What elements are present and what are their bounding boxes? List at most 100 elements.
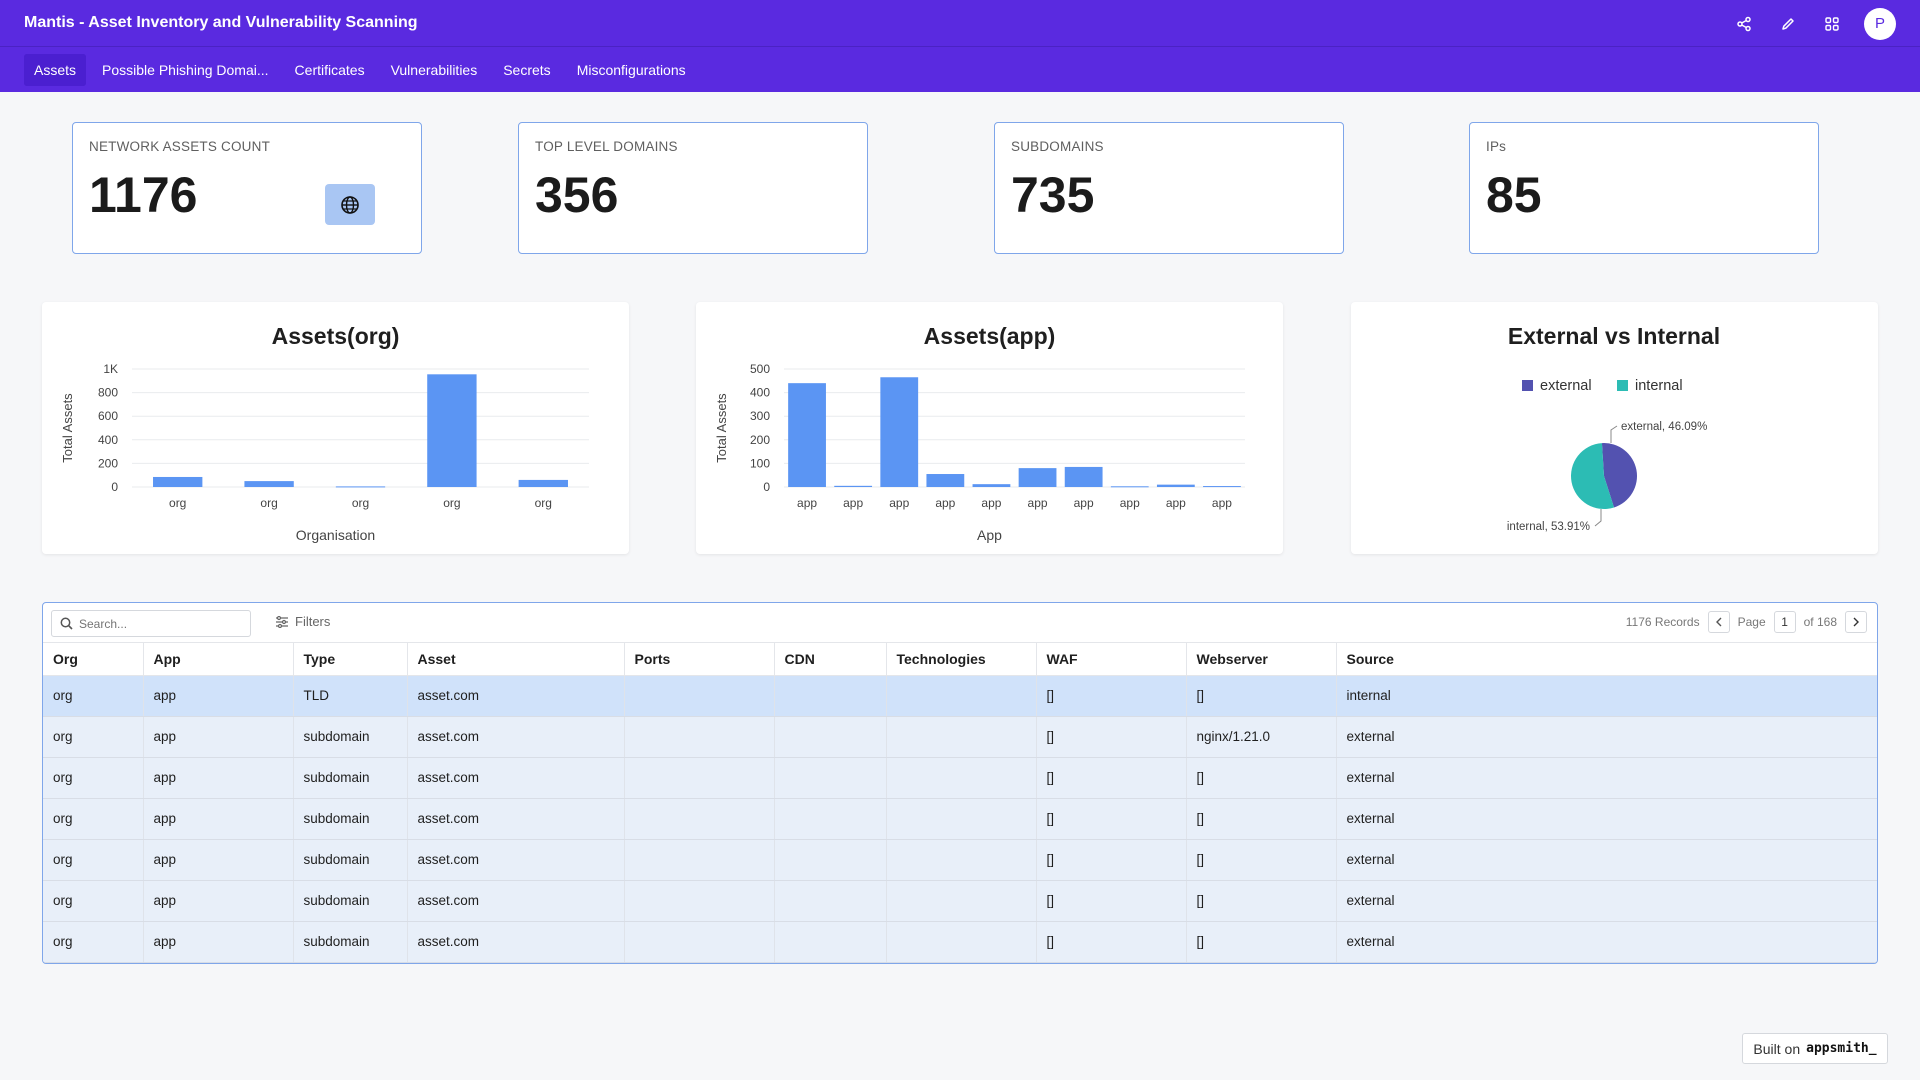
page-number-input[interactable]: 1 xyxy=(1773,611,1796,633)
x-tick-label: app xyxy=(1120,496,1140,510)
legend-label: internal xyxy=(1635,378,1683,394)
x-tick-label: app xyxy=(1074,496,1094,510)
next-page-button[interactable] xyxy=(1845,611,1867,633)
table-row[interactable]: org app subdomain asset.com[][] external xyxy=(43,757,1877,799)
column-header[interactable]: Ports xyxy=(624,643,775,676)
table-cell: org xyxy=(43,675,144,717)
column-header[interactable]: Source xyxy=(1336,643,1877,676)
table-body: org app TLD asset.com[][] internal org app subd… xyxy=(43,675,1877,963)
column-header[interactable]: Asset xyxy=(407,643,625,676)
table-cell xyxy=(886,880,1037,922)
prev-page-button[interactable] xyxy=(1707,611,1730,633)
table-cell: [] xyxy=(1036,716,1187,758)
table-cell: app xyxy=(143,675,294,717)
table-cell: [] xyxy=(1036,839,1187,881)
built-on-appsmith-badge[interactable]: Built on appsmith_ xyxy=(1742,1033,1888,1064)
table-cell: asset.com xyxy=(407,921,625,963)
stat-value: 1176 xyxy=(89,167,198,223)
tab-misconfigurations[interactable]: Misconfigurations xyxy=(576,61,686,78)
column-header[interactable]: CDN xyxy=(774,643,887,676)
column-header[interactable]: App xyxy=(143,643,294,676)
table-cell xyxy=(774,839,887,881)
header-actions: P xyxy=(1722,0,1896,47)
tab-possible-phishing-domains[interactable]: Possible Phishing Domai... xyxy=(102,61,269,78)
table-cell xyxy=(774,675,887,717)
top-bar: Mantis - Asset Inventory and Vulnerabili… xyxy=(0,0,1920,47)
table-cell xyxy=(774,798,887,840)
external-vs-internal-chart: External vs Internal external internal exte… xyxy=(1507,323,1720,533)
x-tick-label: app xyxy=(981,496,1001,510)
table-row[interactable]: org app TLD asset.com[][] internal xyxy=(43,675,1877,717)
pencil-icon xyxy=(1782,17,1794,30)
assets-app-chart: Assets(app) 0 100 200 300 400 500 app app app app a… xyxy=(714,323,1245,543)
tab-assets[interactable]: Assets xyxy=(24,53,87,86)
table-cell: org xyxy=(43,839,144,881)
stat-card-network-assets: NETWORK ASSETS COUNT 1176 xyxy=(72,122,422,254)
x-tick-label: org xyxy=(169,496,186,510)
edit-button[interactable] xyxy=(1766,2,1810,46)
table-cell xyxy=(624,880,775,922)
column-header[interactable]: Org xyxy=(43,643,144,676)
table-cell: app xyxy=(143,757,294,799)
chevron-right-icon xyxy=(1853,617,1859,627)
table-cell: [] xyxy=(1186,921,1337,963)
avatar[interactable]: P xyxy=(1864,7,1896,40)
data-table: Org App Type Asset Ports CDN Technologies WAF We… xyxy=(43,643,1877,963)
pie-data-label: external, 46.09% xyxy=(1621,421,1707,433)
table-cell: subdomain xyxy=(293,757,408,799)
table-row[interactable]: org app subdomain asset.com[][] external xyxy=(43,880,1877,922)
pie-label-leader xyxy=(1610,425,1618,443)
y-tick-label: 500 xyxy=(750,362,770,376)
filters-button[interactable]: Filters xyxy=(275,614,330,629)
y-tick-label: 300 xyxy=(750,409,770,423)
nav-tabs: Assets Possible Phishing Domai... Certif… xyxy=(0,47,1920,92)
table-cell: asset.com xyxy=(407,839,625,881)
share-button[interactable] xyxy=(1722,2,1766,46)
table-toolbar: Filters 1176 Records Page 1 of 168 xyxy=(43,603,1877,643)
built-on-label: Built on xyxy=(1753,1040,1801,1057)
y-tick-label: 600 xyxy=(98,409,118,423)
assets-table: Filters 1176 Records Page 1 of 168 OrgAp… xyxy=(42,602,1878,964)
table-cell: org xyxy=(43,716,144,758)
table-row[interactable]: org app subdomain asset.com[][] external xyxy=(43,798,1877,840)
table-cell xyxy=(886,921,1037,963)
tab-secrets[interactable]: Secrets xyxy=(503,61,551,78)
table-row[interactable]: org app subdomain asset.com [] nginx/1.21.0 ex… xyxy=(43,716,1877,758)
table-search[interactable] xyxy=(51,610,251,637)
column-header[interactable]: WAF xyxy=(1036,643,1187,676)
tab-vulnerabilities[interactable]: Vulnerabilities xyxy=(390,61,478,78)
app-title: Mantis - Asset Inventory and Vulnerabili… xyxy=(24,14,418,31)
x-axis-label: Organisation xyxy=(296,527,375,543)
table-cell: app xyxy=(143,880,294,922)
table-cell xyxy=(886,839,1037,881)
bar xyxy=(1018,468,1057,487)
chart-card-external-vs-internal: External vs Internal external internal exte… xyxy=(1351,302,1878,554)
table-cell: app xyxy=(143,716,294,758)
globe-button[interactable] xyxy=(325,184,375,225)
table-cell xyxy=(886,757,1037,799)
table-row[interactable]: org app subdomain asset.com[][] external xyxy=(43,839,1877,881)
stat-card-ips: IPs 85 xyxy=(1469,122,1819,254)
chevron-left-icon xyxy=(1715,617,1722,627)
column-header[interactable]: Technologies xyxy=(886,643,1037,676)
y-tick-label: 200 xyxy=(750,433,770,447)
table-row[interactable]: org app subdomain asset.com[][] external xyxy=(43,921,1877,963)
table-cell: asset.com xyxy=(407,675,625,717)
table-cell xyxy=(886,798,1037,840)
y-tick-label: 400 xyxy=(750,386,770,400)
stat-value: 85 xyxy=(1486,167,1542,223)
y-axis-label: Total Assets xyxy=(714,393,729,463)
globe-icon xyxy=(341,195,359,214)
table-cell xyxy=(774,716,887,758)
search-input[interactable] xyxy=(79,616,239,631)
table-cell: org xyxy=(43,921,144,963)
bar xyxy=(1064,466,1103,487)
table-cell xyxy=(774,757,887,799)
apps-button[interactable] xyxy=(1810,2,1854,46)
x-tick-label: org xyxy=(260,496,277,510)
y-axis-label: Total Assets xyxy=(60,393,75,463)
tab-certificates[interactable]: Certificates xyxy=(294,61,365,78)
column-header[interactable]: Webserver xyxy=(1186,643,1337,676)
column-header[interactable]: Type xyxy=(293,643,408,676)
table-cell xyxy=(624,675,775,717)
